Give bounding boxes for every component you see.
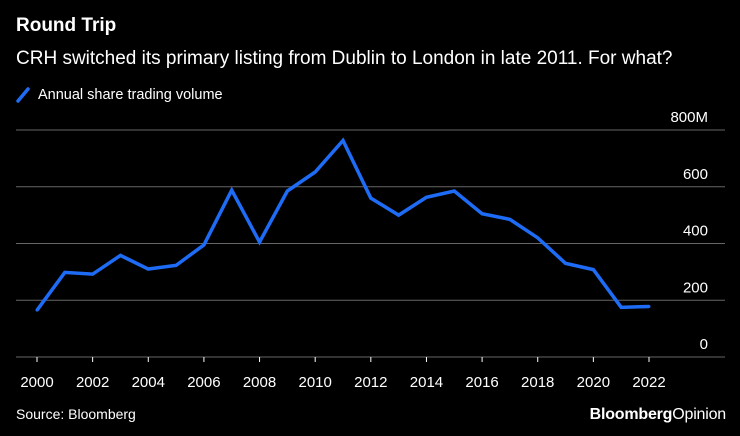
x-tick-label: 2020 <box>577 374 610 391</box>
x-tick-label: 2016 <box>465 374 498 391</box>
x-tick-label: 2014 <box>410 374 443 391</box>
x-tick-label: 2012 <box>354 374 387 391</box>
data-point-2020 <box>591 268 595 272</box>
chart-title: Round Trip <box>16 15 117 36</box>
data-point-2001 <box>63 270 67 274</box>
data-point-2010 <box>313 170 317 174</box>
data-point-2011 <box>341 138 345 142</box>
data-point-2000 <box>35 308 39 312</box>
data-point-2009 <box>285 189 289 193</box>
y-tick-label: 600 <box>683 166 708 183</box>
data-point-2005 <box>174 263 178 267</box>
data-point-2021 <box>619 305 623 309</box>
data-point-2019 <box>564 261 568 265</box>
data-point-2017 <box>508 217 512 221</box>
brand-logo: BloombergOpinion <box>589 406 727 424</box>
y-tick-label: 400 <box>683 223 708 240</box>
data-point-2014 <box>424 195 428 199</box>
y-tick-label: 0 <box>700 336 708 353</box>
data-point-2013 <box>397 213 401 217</box>
source-note: Source: Bloomberg <box>16 406 136 422</box>
data-point-2003 <box>118 253 122 257</box>
data-point-2006 <box>202 243 206 247</box>
x-tick-label: 2008 <box>243 374 276 391</box>
chart-subtitle: CRH switched its primary listing from Du… <box>16 48 673 69</box>
brand-logo-opinion: Opinion <box>672 406 726 423</box>
y-tick-label: 800M <box>670 109 708 126</box>
x-tick-label: 2004 <box>132 374 165 391</box>
data-point-2018 <box>536 236 540 240</box>
x-tick-label: 2018 <box>521 374 554 391</box>
data-point-2016 <box>480 212 484 216</box>
x-tick-label: 2006 <box>187 374 220 391</box>
data-point-2002 <box>91 272 95 276</box>
data-point-2007 <box>230 188 234 192</box>
y-tick-label: 200 <box>683 279 708 296</box>
x-tick-label: 2010 <box>298 374 331 391</box>
data-point-2008 <box>258 240 262 244</box>
x-tick-label: 2022 <box>632 374 665 391</box>
x-tick-label: 2002 <box>76 374 109 391</box>
data-point-2022 <box>647 304 651 308</box>
data-point-2012 <box>369 196 373 200</box>
legend-label: Annual share trading volume <box>38 87 223 103</box>
legend-swatch-icon <box>16 87 30 103</box>
data-point-2004 <box>146 267 150 271</box>
data-point-2015 <box>452 189 456 193</box>
legend: Annual share trading volume <box>16 85 223 105</box>
brand-logo-bloomberg: Bloomberg <box>589 406 673 423</box>
series-line-trading-volume <box>35 137 650 312</box>
x-tick-label: 2000 <box>20 374 53 391</box>
